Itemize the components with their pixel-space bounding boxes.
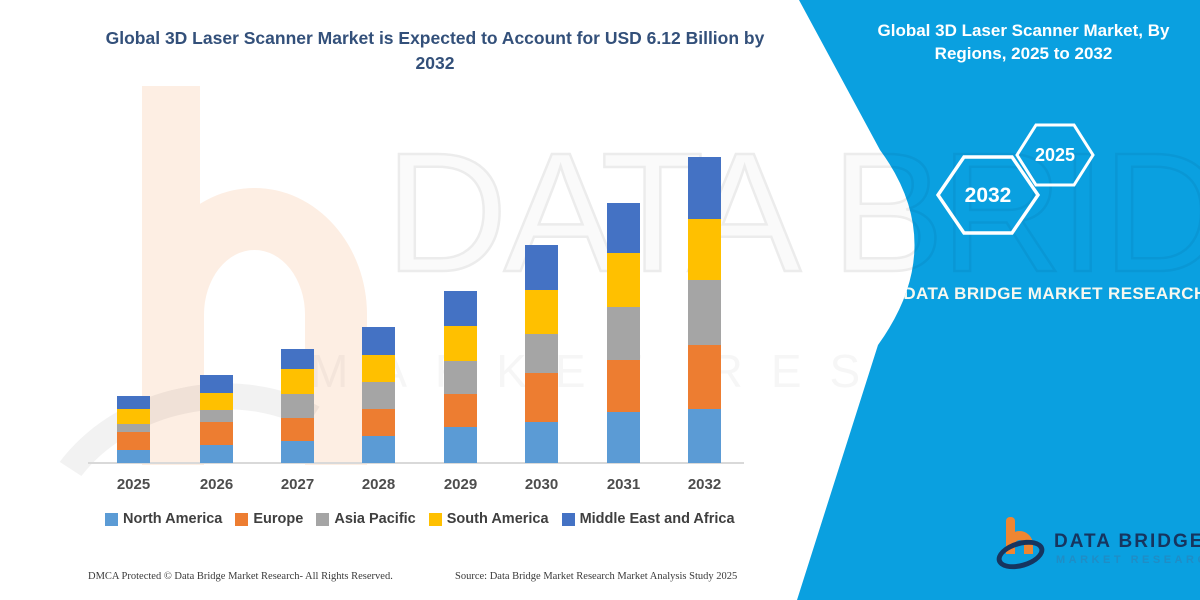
x-axis-label: 2031 <box>606 476 641 493</box>
brand-logo-swoosh <box>993 535 1048 574</box>
legend-item: Asia Pacific <box>316 511 416 527</box>
legend-item: Middle East and Africa <box>561 511 735 527</box>
bar-segment <box>117 409 150 424</box>
bar-segment <box>200 421 233 445</box>
bar-segment <box>444 290 477 326</box>
panel-title: Global 3D Laser Scanner Market, By Regio… <box>877 21 1170 63</box>
footer-source: Source: Data Bridge Market Research Mark… <box>455 571 738 582</box>
bar-segment <box>200 392 233 410</box>
hexagon-2025 <box>1017 125 1093 185</box>
bar-segment <box>607 306 640 360</box>
legend-swatch <box>105 512 118 526</box>
x-axis-label: 2028 <box>361 476 396 493</box>
footer-dmca: DMCA Protected © Data Bridge Market Rese… <box>88 571 393 582</box>
x-axis-label: 2027 <box>280 476 315 493</box>
bar-segment <box>281 394 314 418</box>
page-title: Global 3D Laser Scanner Market is Expect… <box>105 28 765 73</box>
legend-label: Europe <box>253 511 304 527</box>
x-axis-line <box>88 462 744 464</box>
brand-caption: DATA BRIDGE MARKET RESEARCH <box>903 284 1200 303</box>
brand-logo-name: DATA BRIDGE <box>1054 531 1200 552</box>
legend-label: North America <box>123 511 223 527</box>
brand-logo-arch <box>1006 531 1033 554</box>
hexagon-back-year-label: 2032 <box>965 184 1012 207</box>
hexagons-graphic: 2032 2025 <box>918 108 1118 248</box>
bar-segment <box>362 436 395 463</box>
bar-segment <box>281 441 314 463</box>
legend-swatch <box>561 512 575 526</box>
legend-swatch <box>235 512 249 526</box>
legend-item: South America <box>428 511 549 527</box>
bar-segment <box>525 373 558 422</box>
x-axis-label: 2026 <box>199 476 234 493</box>
legend-item: North America <box>105 511 222 527</box>
bar-segment <box>362 327 395 355</box>
bar-segment <box>688 280 721 345</box>
x-axis-label: 2029 <box>443 476 478 493</box>
bar-segment <box>362 408 395 436</box>
bar-segment <box>688 345 721 409</box>
bar-segment <box>362 354 395 382</box>
legend-label: South America <box>446 511 549 527</box>
hexagon-2032 <box>938 157 1038 233</box>
bar-segment <box>444 426 477 463</box>
bar-segment <box>200 409 233 422</box>
bar-segment <box>281 369 314 394</box>
bar-segment <box>525 421 558 463</box>
bar-segment <box>688 157 721 219</box>
bar-segment <box>525 333 558 373</box>
bar-segment <box>607 360 640 412</box>
bar-segment <box>281 418 314 441</box>
brand-logo-subtitle: MARKET RESEARCH <box>1056 554 1198 566</box>
bar-segment <box>525 245 558 290</box>
x-axis-label: 2032 <box>687 476 722 493</box>
legend-label: Middle East and Africa <box>579 511 735 527</box>
bar-segment <box>117 450 150 463</box>
bar-segment <box>362 381 395 409</box>
bar-segment <box>444 360 477 394</box>
bar-segment <box>607 202 640 253</box>
bar-segment <box>281 349 314 369</box>
bar-segment <box>200 374 233 393</box>
x-axis-label: 2025 <box>116 476 151 493</box>
bar-segment <box>117 424 150 432</box>
bar-segment <box>607 411 640 463</box>
bar-segment <box>525 289 558 334</box>
legend-item: Europe <box>235 511 303 527</box>
x-axis-label: 2030 <box>524 476 559 493</box>
legend-label: Asia Pacific <box>334 511 416 527</box>
chart-legend: North America Europe Asia Pacific South Ame… <box>105 511 735 527</box>
bar-segment <box>607 253 640 307</box>
legend-swatch <box>428 512 442 526</box>
bar-segment <box>444 393 477 427</box>
legend-swatch <box>316 512 330 526</box>
bar-segment <box>200 444 233 463</box>
bar-segment <box>117 432 150 450</box>
bar-segment <box>688 409 721 463</box>
hexagon-front-year-label: 2025 <box>1035 145 1075 165</box>
bar-segment <box>444 325 477 361</box>
bar-segment <box>117 396 150 409</box>
bar-segment <box>688 219 721 280</box>
